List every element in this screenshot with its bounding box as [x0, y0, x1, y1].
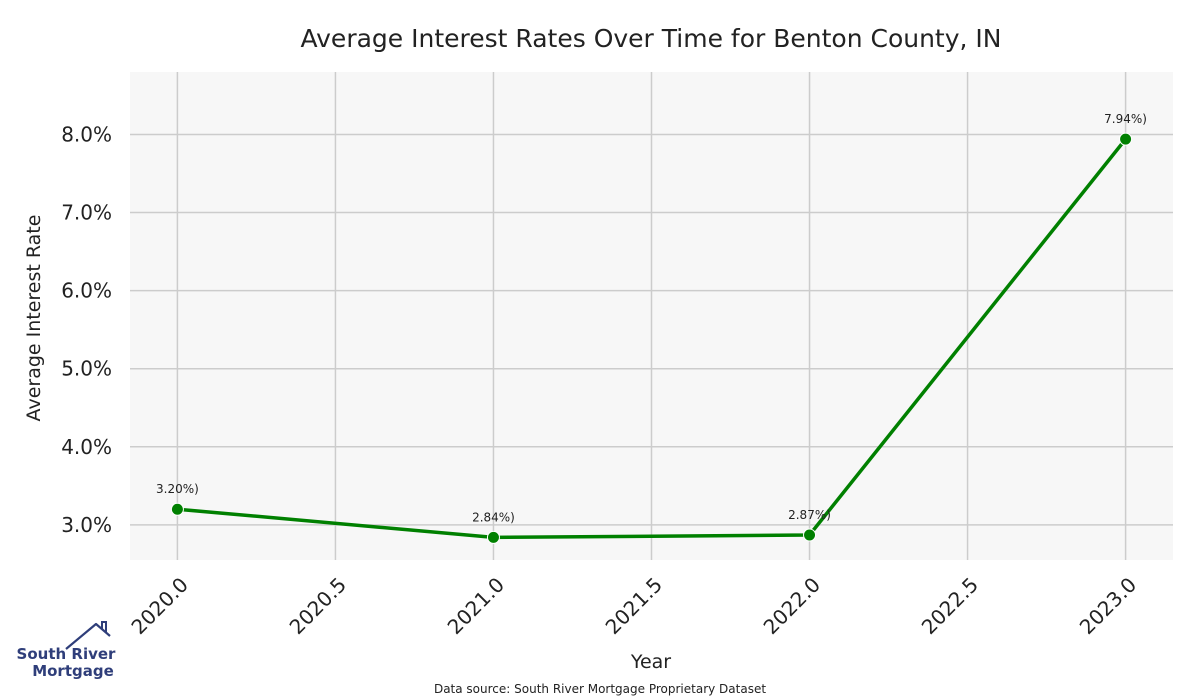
series-group [170, 132, 1133, 544]
data-point [1119, 132, 1133, 146]
y-tick-label: 4.0% [61, 435, 112, 459]
y-tick-label: 7.0% [61, 201, 112, 225]
logo-line-2: Mortgage [32, 662, 114, 680]
data-labels: 3.20%) 2.84%) 2.87%) 7.94%) [156, 112, 1147, 524]
data-label: 2.84%) [472, 510, 515, 524]
logo-line-1: South River [17, 645, 117, 663]
data-point [170, 502, 184, 516]
data-label: 3.20%) [156, 482, 199, 496]
y-axis-label: Average Interest Rate [23, 215, 45, 422]
data-label: 7.94%) [1104, 112, 1147, 126]
y-tick-label: 5.0% [61, 357, 112, 381]
data-point [486, 530, 500, 544]
x-axis-label: Year [630, 651, 671, 673]
y-tick-label: 3.0% [61, 513, 112, 537]
logo: South River Mortgage [17, 621, 117, 680]
series-line [177, 138, 1127, 540]
house-roof-icon [65, 621, 111, 650]
y-tick-label: 8.0% [61, 122, 112, 146]
data-label: 2.87%) [788, 508, 831, 522]
chart-title: Average Interest Rates Over Time for Ben… [301, 24, 1002, 53]
grid-lines [130, 72, 1173, 560]
y-tick-label: 6.0% [61, 279, 112, 303]
data-source-note: Data source: South River Mortgage Propri… [434, 682, 766, 696]
data-point [803, 528, 817, 542]
y-axis-ticks: 3.0% 4.0% 5.0% 6.0% 7.0% 8.0% [61, 122, 112, 536]
